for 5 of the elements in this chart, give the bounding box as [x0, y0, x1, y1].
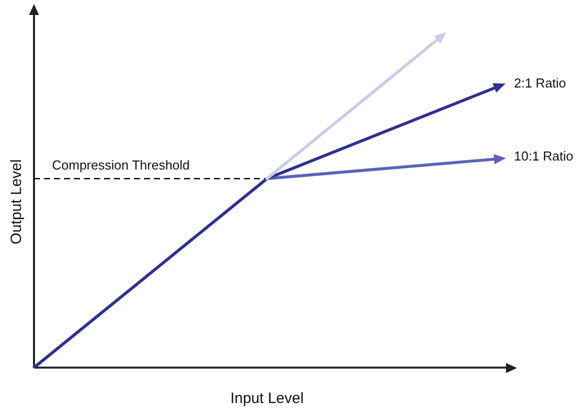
ref-line-label: Compression Threshold [52, 158, 190, 173]
series-label: 10:1 Ratio [514, 148, 574, 164]
series-label: 2:1 Ratio [514, 75, 566, 90]
y-axis-title: Output Level [8, 159, 26, 244]
x-axis-title: Input Level [230, 390, 304, 408]
